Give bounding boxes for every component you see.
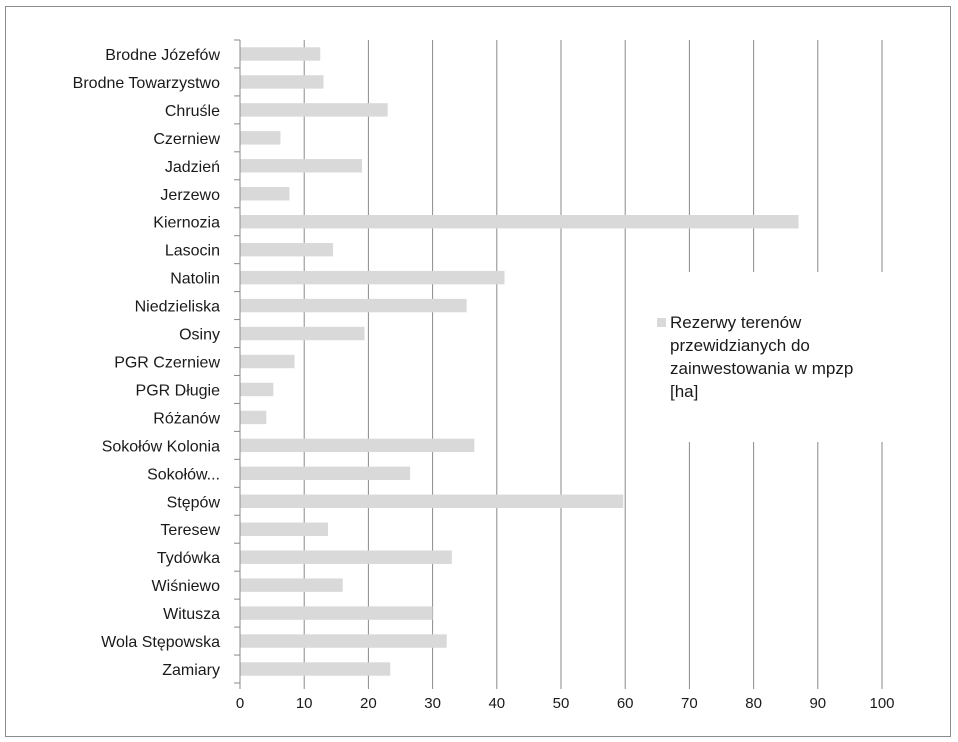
bar-11	[240, 326, 365, 341]
bar-6	[240, 187, 290, 201]
x-tick-label: 50	[553, 695, 570, 712]
x-tick-label: 40	[488, 695, 505, 712]
bar-10	[240, 298, 467, 313]
category-label: Witusza	[163, 606, 220, 623]
bars	[240, 47, 799, 676]
x-tick-label: 0	[236, 695, 244, 712]
category-label: PGR Czerniew	[114, 355, 220, 372]
category-label: Czerniew	[153, 131, 220, 148]
category-label: Jerzewo	[160, 187, 220, 204]
bar-19	[240, 550, 452, 564]
legend-label: [ha]	[670, 382, 698, 401]
category-label: PGR Długie	[136, 382, 221, 399]
x-tick-label: 100	[869, 695, 894, 712]
x-tick-label: 90	[809, 695, 826, 712]
bar-8	[240, 242, 334, 257]
bar-12	[240, 354, 295, 369]
x-tick-label: 70	[681, 695, 698, 712]
bar-20	[240, 578, 343, 592]
category-label: Lasocin	[165, 243, 220, 260]
x-tick-label: 10	[296, 695, 313, 712]
bar-5	[240, 159, 362, 173]
legend-label: przewidzianych do	[670, 336, 810, 355]
legend-swatch	[657, 318, 666, 327]
bar-15	[240, 438, 475, 453]
category-label: Wiśniewo	[152, 578, 221, 595]
legend-box	[648, 272, 938, 442]
category-label: Brodne Józefów	[105, 47, 220, 64]
bar-14	[240, 410, 267, 425]
x-tick-label: 80	[745, 695, 762, 712]
category-label: Brodne Towarzystwo	[73, 75, 220, 92]
category-label: Sokołów Kolonia	[102, 438, 220, 455]
bar-7	[240, 215, 799, 229]
x-tick-labels: 0 10 20 30 40 50 60 70 80 90 100	[236, 695, 895, 712]
bar-21	[240, 606, 433, 620]
legend: Rezerwy terenów przewidzianych do zainwest…	[657, 313, 853, 401]
bar-4	[240, 131, 281, 145]
category-label: Sokołów...	[147, 466, 220, 483]
bar-3	[240, 103, 388, 117]
legend-label: Rezerwy terenów	[670, 313, 802, 332]
bar-23	[240, 662, 391, 676]
category-axis	[234, 39, 883, 689]
category-label: Tydówka	[157, 550, 220, 567]
bar-13	[240, 382, 274, 397]
category-label: Kiernozia	[153, 215, 220, 232]
bar-16	[240, 466, 411, 481]
bar-9	[240, 270, 505, 285]
category-labels: Brodne Józefów Brodne Towarzystwo Chruśle C…	[73, 47, 221, 679]
bar-22	[240, 634, 447, 648]
bar-2	[240, 75, 324, 89]
category-label: Wola Stępowska	[101, 634, 220, 651]
category-label: Teresew	[160, 522, 220, 539]
category-label: Chruśle	[165, 103, 220, 120]
bar-18	[240, 522, 328, 536]
legend-background	[648, 272, 938, 442]
category-label: Osiny	[179, 327, 220, 344]
bar-17	[240, 494, 624, 508]
x-tick-label: 20	[360, 695, 377, 712]
category-label: Jadzień	[165, 159, 220, 176]
bar-1	[240, 47, 321, 61]
category-label: Różanów	[153, 410, 220, 427]
category-label: Natolin	[170, 271, 220, 288]
category-label: Stępów	[167, 494, 221, 511]
x-tick-label: 30	[424, 695, 441, 712]
legend-label: zainwestowania w mpzp	[670, 359, 853, 378]
category-label: Zamiary	[162, 662, 220, 679]
category-label: Niedzieliska	[135, 299, 220, 316]
x-tick-label: 60	[617, 695, 634, 712]
